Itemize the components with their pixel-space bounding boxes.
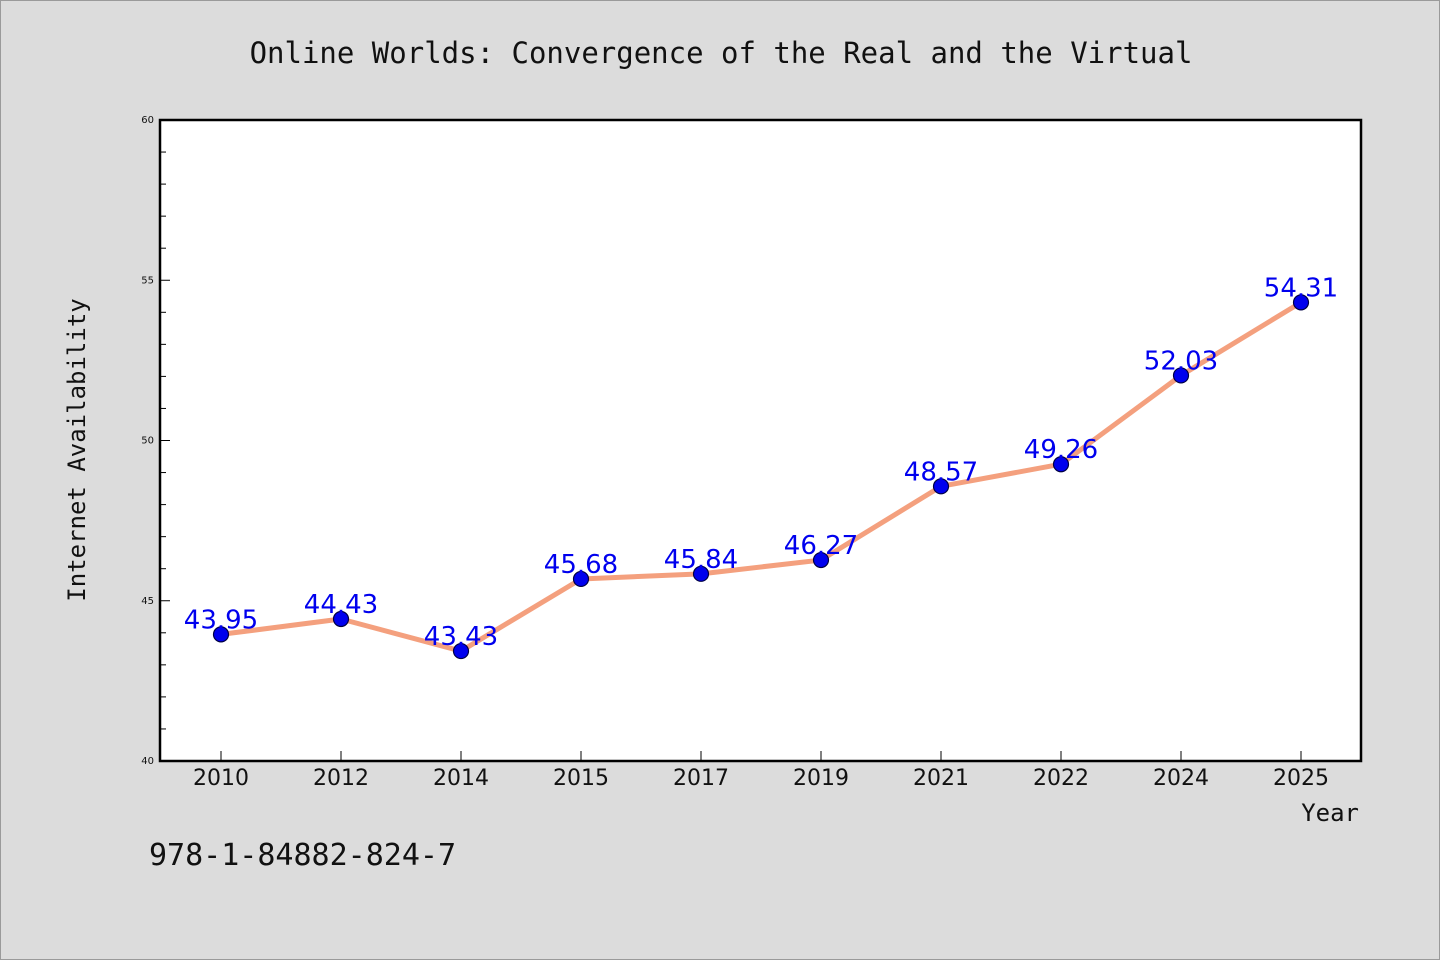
data-label: 49.26 bbox=[1024, 435, 1098, 465]
y-tick-label: 45 bbox=[141, 596, 154, 607]
x-tick-label: 2021 bbox=[913, 766, 969, 791]
y-axis: 40 45 50 55 60 bbox=[141, 115, 170, 767]
data-point bbox=[1052, 456, 1070, 473]
data-point bbox=[1292, 294, 1310, 311]
x-tick-label: 2022 bbox=[1033, 766, 1089, 791]
data-point bbox=[572, 570, 590, 588]
x-tick-label: 2024 bbox=[1153, 766, 1209, 791]
data-point bbox=[212, 626, 230, 643]
data-label: 43.43 bbox=[424, 622, 498, 652]
y-tick-label: 40 bbox=[141, 756, 154, 767]
y-tick-label: 55 bbox=[141, 275, 154, 286]
data-label: 52.03 bbox=[1144, 346, 1218, 376]
data-label: 45.84 bbox=[664, 545, 738, 575]
data-label: 44.43 bbox=[304, 590, 378, 620]
y-tick-label: 60 bbox=[141, 115, 154, 126]
data-label: 48.57 bbox=[904, 457, 978, 487]
x-tick-label: 2015 bbox=[553, 766, 609, 791]
data-point bbox=[1172, 367, 1190, 384]
isbn-text: 978-1-84882-824-7 bbox=[149, 838, 456, 873]
x-tick-label: 2010 bbox=[193, 766, 249, 791]
x-tick-label: 2017 bbox=[673, 766, 729, 791]
data-label: 46.27 bbox=[784, 531, 858, 561]
data-points bbox=[212, 294, 1310, 660]
data-point bbox=[692, 565, 710, 582]
data-point bbox=[452, 642, 470, 660]
data-point bbox=[332, 610, 350, 628]
data-point bbox=[932, 478, 950, 495]
y-tick-label: 50 bbox=[141, 436, 154, 447]
x-axis: 2010 2012 2014 2015 2017 2019 2021 2022 2024 2025 bbox=[193, 751, 1329, 791]
y-axis-label: Internet Availability bbox=[63, 298, 91, 601]
x-tick-label: 2019 bbox=[793, 766, 849, 791]
x-tick-label: 2025 bbox=[1273, 766, 1329, 791]
data-label: 45.68 bbox=[544, 550, 618, 580]
x-tick-label: 2012 bbox=[313, 766, 369, 791]
data-label: 43.95 bbox=[184, 605, 258, 635]
x-tick-label: 2014 bbox=[433, 766, 489, 791]
data-label: 54.31 bbox=[1264, 273, 1338, 303]
series-line-group bbox=[218, 299, 1304, 654]
chart-title: Online Worlds: Convergence of the Real a… bbox=[250, 36, 1193, 70]
x-axis-label: Year bbox=[1301, 799, 1359, 827]
plot-area bbox=[158, 118, 1363, 763]
data-point bbox=[812, 551, 830, 569]
series-line bbox=[218, 299, 1304, 654]
data-labels: 43.95 44.43 43.43 45.68 45.84 46.27 48.57 49.26… bbox=[184, 273, 1338, 652]
